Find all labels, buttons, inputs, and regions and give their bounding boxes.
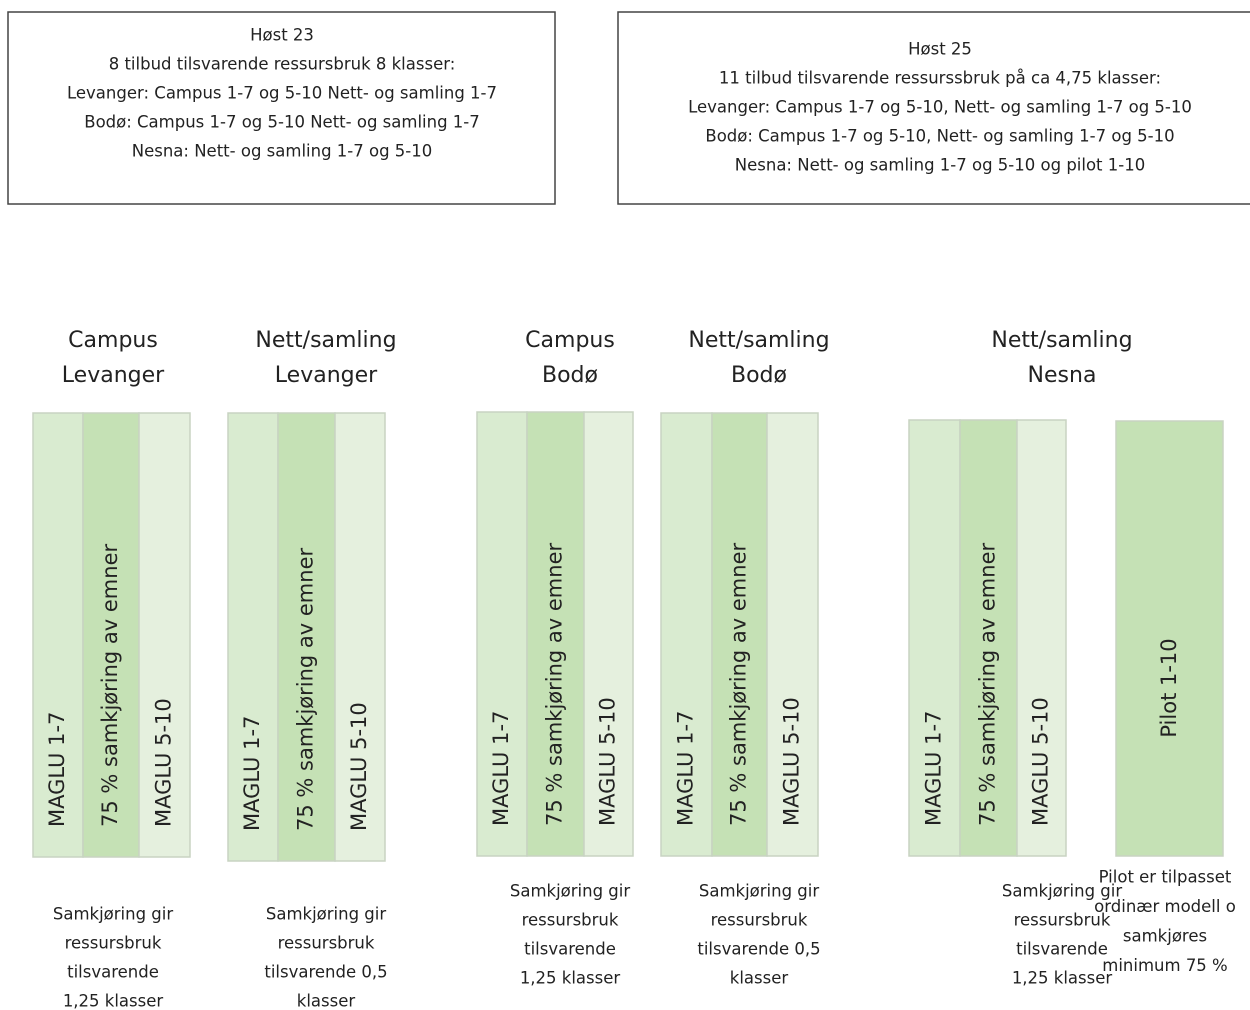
caption-line: tilsvarende 0,5 — [264, 963, 387, 982]
box — [617, 11, 1250, 205]
caption-line: tilsvarende — [1016, 940, 1108, 959]
column — [711, 412, 768, 857]
column-label: MAGLU 1-7 — [45, 712, 69, 827]
caption-line: Samkjøring gir — [1002, 882, 1122, 901]
caption-line: ressursbruk — [1014, 911, 1111, 930]
group-title: Levanger — [62, 363, 165, 388]
column — [660, 412, 713, 857]
column-label: MAGLU 5-10 — [347, 702, 371, 831]
caption-line: ressursbruk — [522, 911, 619, 930]
group-title: Levanger — [275, 363, 378, 388]
caption-line: 1,25 klasser — [1012, 969, 1113, 988]
column — [32, 412, 84, 858]
caption-line: tilsvarende — [524, 940, 616, 959]
group-title: Nesna — [1028, 363, 1097, 388]
column-label: 75 % samkjøring av emner — [98, 544, 122, 827]
column-label: MAGLU 1-7 — [674, 711, 698, 826]
column — [526, 411, 585, 857]
caption-line: tilsvarende 0,5 — [697, 940, 820, 959]
group-title: Campus — [525, 328, 615, 353]
caption-line: Samkjøring gir — [699, 882, 819, 901]
column-label: MAGLU 1-7 — [922, 711, 946, 826]
column-label: MAGLU 5-10 — [152, 698, 176, 827]
box — [7, 11, 556, 205]
pilot-label: Pilot 1-10 — [1157, 638, 1181, 737]
caption-line: 1,25 klasser — [520, 969, 621, 988]
caption-line: ressursbruk — [65, 934, 162, 953]
caption-line: ordinær modell o — [1094, 897, 1236, 916]
box-line: 11 tilbud tilsvarende ressurssbruk på ca… — [719, 69, 1161, 88]
group-title: Campus — [68, 328, 158, 353]
caption-line: ressursbruk — [278, 934, 375, 953]
caption-line: klasser — [730, 969, 789, 988]
group-title: Nett/samling — [255, 328, 396, 353]
column-label: MAGLU 5-10 — [780, 697, 804, 826]
column — [908, 419, 961, 857]
caption-line: tilsvarende — [67, 963, 159, 982]
column — [82, 412, 140, 858]
caption-line: minimum 75 % — [1102, 956, 1227, 975]
column-label: 75 % samkjøring av emner — [543, 543, 567, 826]
column — [766, 412, 819, 857]
column — [138, 412, 191, 858]
group-title: Nett/samling — [688, 328, 829, 353]
pilot-column — [1115, 420, 1224, 857]
column — [277, 412, 336, 862]
column — [583, 411, 634, 857]
column — [334, 412, 386, 862]
caption-line: Samkjøring gir — [53, 905, 173, 924]
caption-line: samkjøres — [1123, 927, 1207, 946]
caption-line: klasser — [297, 992, 356, 1010]
box-line: Bodø: Campus 1-7 og 5-10 Nett- og samlin… — [84, 113, 479, 132]
column-label: 75 % samkjøring av emner — [976, 543, 1000, 826]
column-label: MAGLU 5-10 — [1029, 697, 1053, 826]
box-line: Nesna: Nett- og samling 1-7 og 5-10 og p… — [735, 156, 1145, 175]
box-line: Levanger: Campus 1-7 og 5-10, Nett- og s… — [688, 98, 1192, 117]
box-line: Levanger: Campus 1-7 og 5-10 Nett- og sa… — [67, 84, 497, 103]
caption-line: ressursbruk — [711, 911, 808, 930]
column-label: 75 % samkjøring av emner — [727, 543, 751, 826]
caption-line: Samkjøring gir — [510, 882, 630, 901]
box-line: Nesna: Nett- og samling 1-7 og 5-10 — [132, 142, 433, 161]
caption-line: Samkjøring gir — [266, 905, 386, 924]
column-label: MAGLU 1-7 — [240, 716, 264, 831]
group-title: Bodø — [542, 363, 598, 388]
column-label: MAGLU 1-7 — [489, 711, 513, 826]
column — [227, 412, 279, 862]
caption-line: Pilot er tilpasset — [1099, 868, 1232, 887]
box-line: Høst 23 — [250, 26, 314, 45]
group-title: Nett/samling — [991, 328, 1132, 353]
column — [1016, 419, 1067, 857]
box-line: Høst 25 — [908, 40, 972, 59]
box-line: Bodø: Campus 1-7 og 5-10, Nett- og samli… — [705, 127, 1174, 146]
column-label: 75 % samkjøring av emner — [294, 548, 318, 831]
box-line: 8 tilbud tilsvarende ressursbruk 8 klass… — [109, 55, 456, 74]
group-title: Bodø — [731, 363, 787, 388]
caption-line: 1,25 klasser — [63, 992, 164, 1010]
column-label: MAGLU 5-10 — [596, 697, 620, 826]
